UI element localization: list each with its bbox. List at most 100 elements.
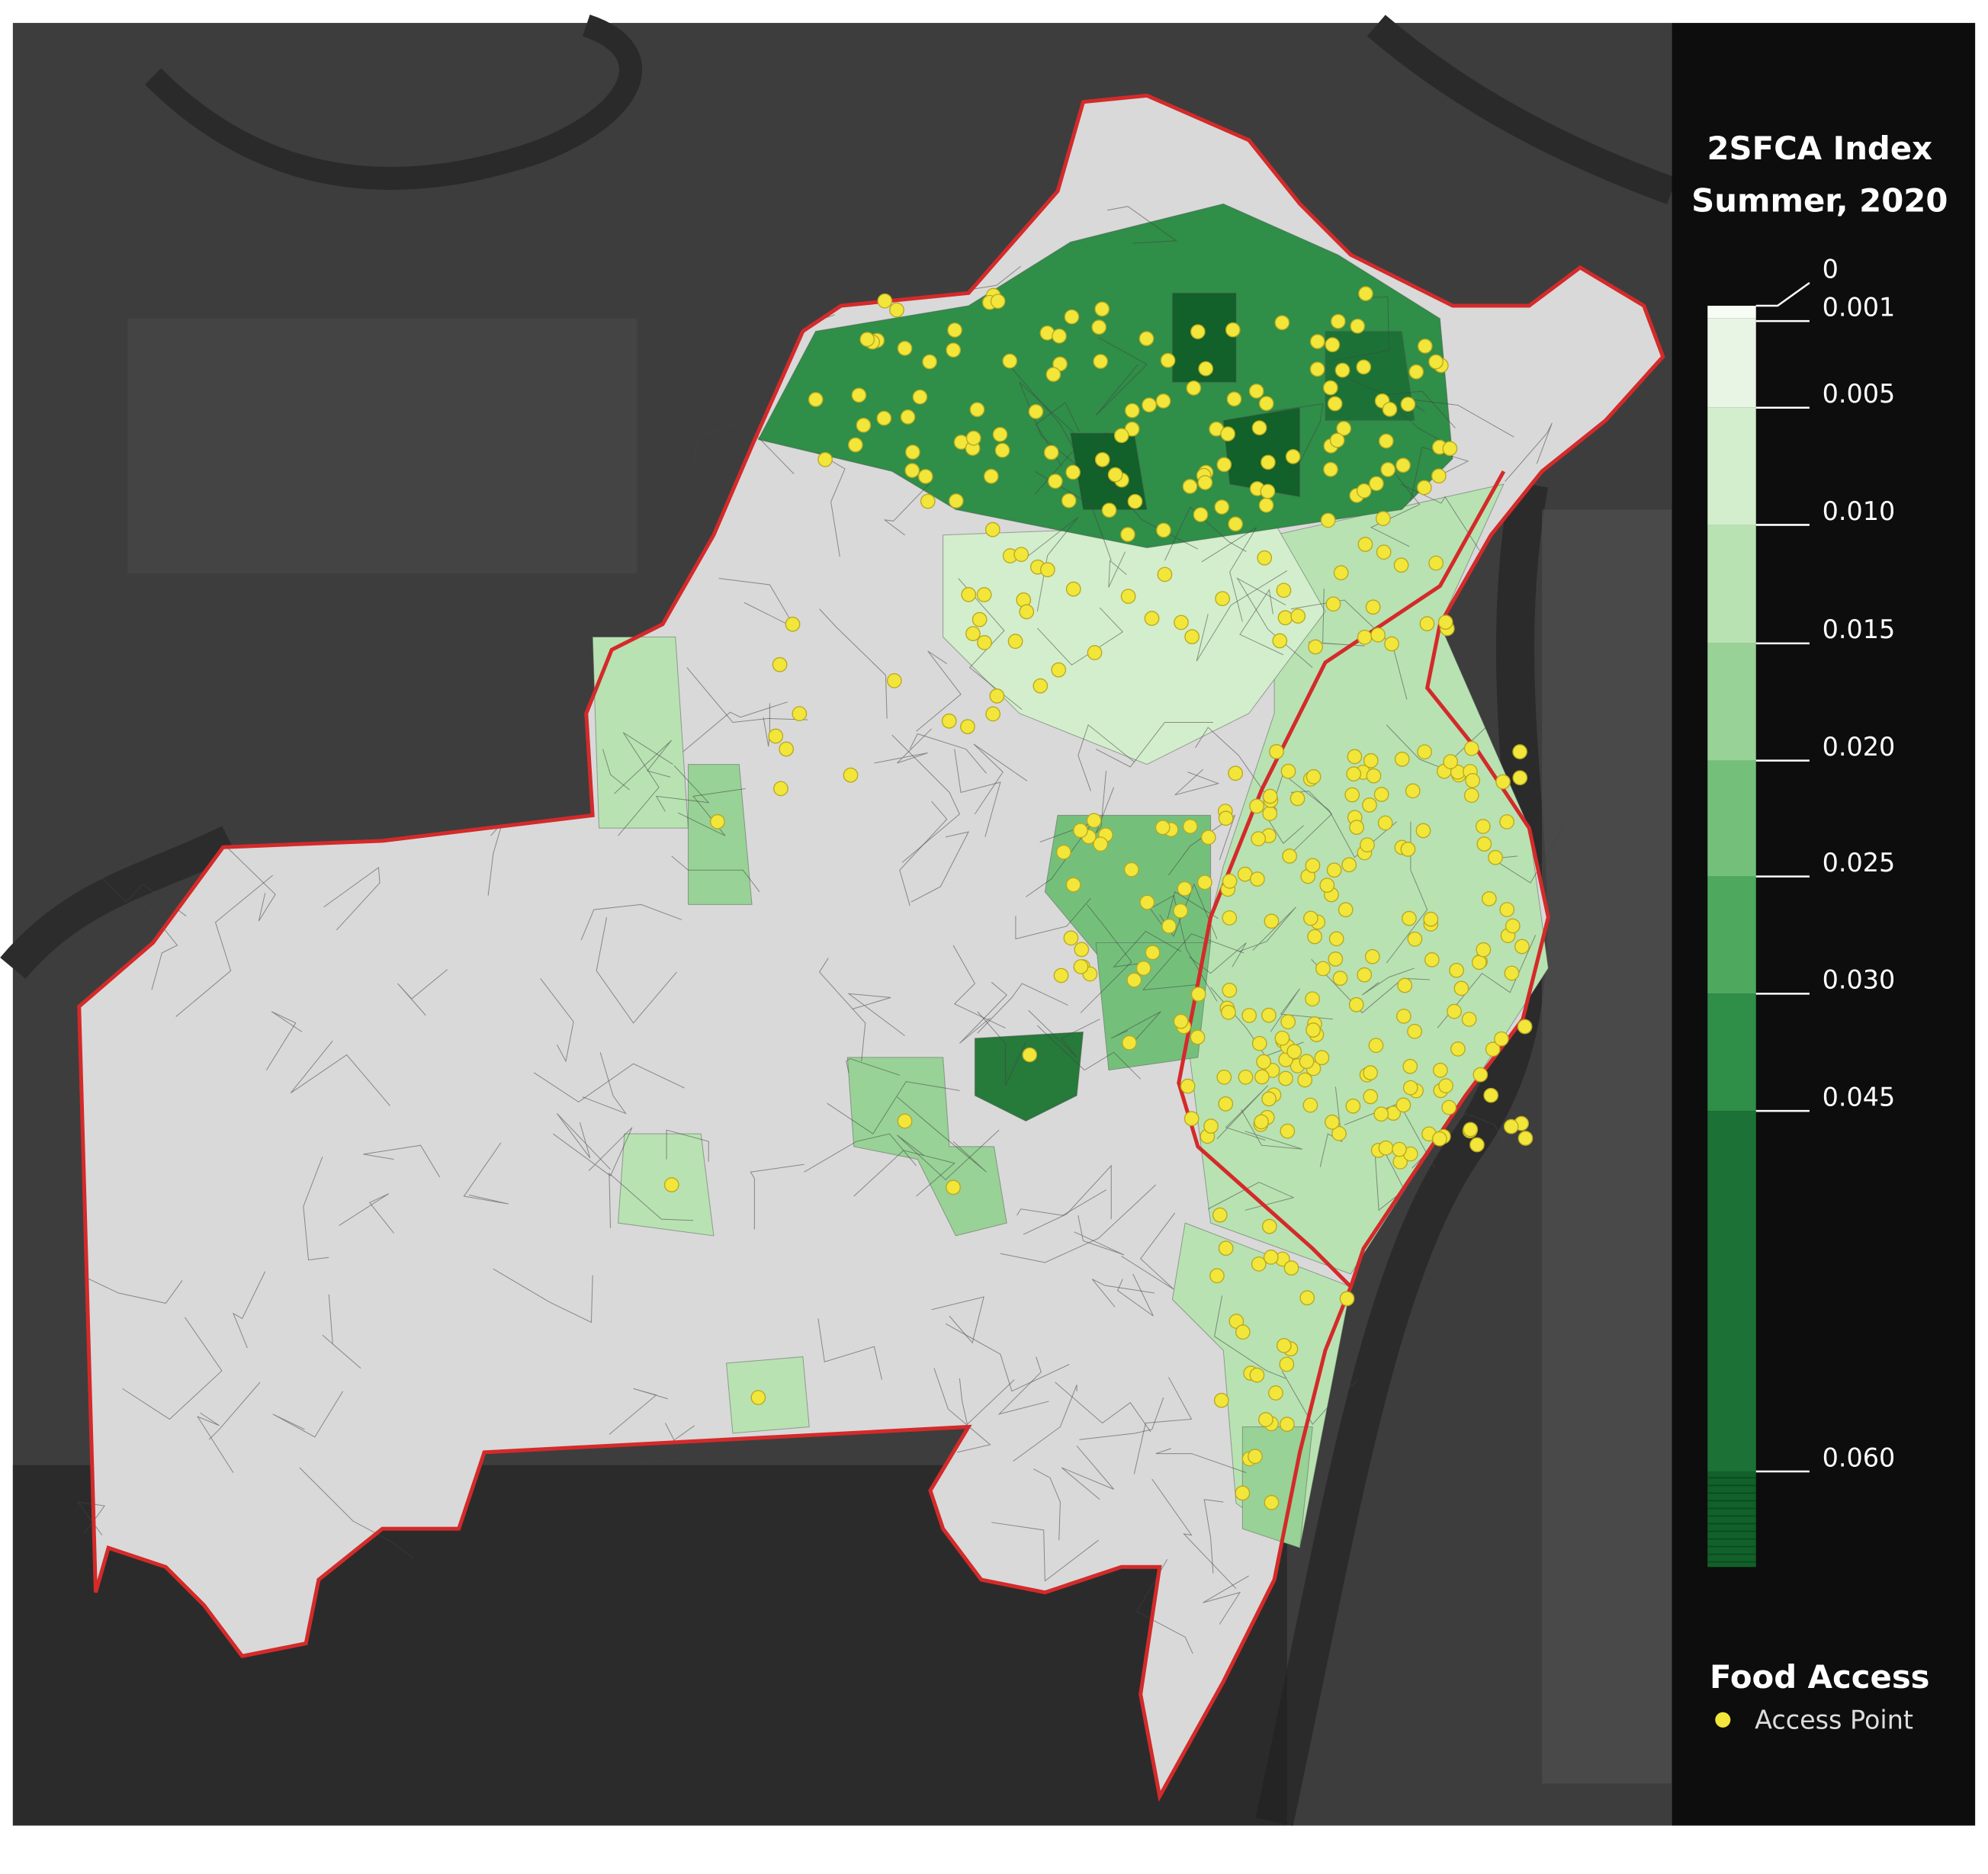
tract-line	[1290, 599, 1408, 700]
access-point	[1264, 913, 1280, 929]
tract-line	[1270, 988, 1334, 1032]
tract-line	[909, 733, 987, 774]
access-point	[946, 342, 962, 358]
access-point	[1225, 322, 1241, 338]
access-point	[1356, 359, 1372, 375]
tract-line	[804, 1133, 917, 1173]
access-points	[663, 286, 1534, 1510]
access-point	[1213, 1392, 1229, 1408]
legend-tick-label: 0.045	[1823, 1082, 1896, 1112]
access-point	[1461, 1012, 1477, 1027]
tract-line	[534, 1063, 685, 1102]
legend-tick-label: 0.005	[1823, 379, 1896, 409]
tract-line	[750, 1163, 805, 1230]
access-point	[1309, 361, 1325, 377]
legend-tick-label: 0.030	[1823, 965, 1896, 995]
access-point	[900, 409, 916, 425]
access-point	[1499, 902, 1515, 917]
access-point	[1512, 770, 1528, 785]
tract-line	[1095, 337, 1148, 416]
legend-bar: 0 0.001 0.005 0.010 0.015 0.020 0.025 0.030 0.04…	[1707, 254, 1896, 1568]
access-point	[1485, 1041, 1501, 1057]
access-point	[1360, 837, 1375, 853]
tract-zone	[687, 764, 753, 905]
legend-tick-label: 0.015	[1823, 615, 1896, 644]
tract-line	[1311, 958, 1430, 1014]
tract-line	[556, 1113, 611, 1170]
access-point	[1417, 744, 1432, 760]
tract-line	[299, 1467, 413, 1558]
access-point	[1329, 432, 1345, 448]
access-point	[1328, 931, 1344, 947]
access-point	[1416, 480, 1432, 496]
tract-line	[847, 993, 905, 1036]
access-point	[1307, 929, 1322, 945]
access-point	[851, 387, 867, 403]
access-point	[1280, 1014, 1296, 1030]
access-point	[1363, 1089, 1379, 1105]
tract-line	[1116, 1273, 1154, 1317]
tract-line	[1142, 933, 1245, 990]
access-point	[992, 426, 1008, 442]
access-point	[1183, 1111, 1200, 1127]
legend-tick-label: 0.060	[1823, 1442, 1896, 1472]
tract-line	[1061, 1446, 1114, 1500]
tract-line	[846, 1058, 901, 1076]
tract-line	[818, 958, 866, 1061]
river	[0, 826, 237, 979]
tract-line	[141, 900, 178, 990]
access-point	[1063, 930, 1079, 946]
legend-swatch	[1707, 407, 1756, 525]
access-point	[1495, 774, 1511, 790]
access-point	[1350, 318, 1366, 334]
points-legend-swatch	[1715, 1712, 1731, 1728]
tract-line	[827, 1081, 960, 1134]
access-point	[1442, 441, 1458, 457]
access-point	[1373, 787, 1389, 802]
access-point	[1280, 1123, 1296, 1139]
urban-area	[1542, 509, 1672, 1784]
access-point	[1222, 910, 1238, 926]
tract-line	[1095, 721, 1213, 768]
access-point	[1197, 874, 1212, 890]
access-point	[1362, 797, 1377, 813]
access-point	[1309, 334, 1325, 349]
access-point	[990, 294, 1006, 310]
tract-line	[1281, 1370, 1359, 1425]
access-point	[1347, 749, 1363, 765]
access-point	[1248, 1449, 1263, 1465]
access-point	[1262, 788, 1278, 804]
access-point	[1370, 627, 1386, 643]
legend-tick-label: 0.020	[1823, 732, 1896, 762]
access-point	[1289, 791, 1306, 807]
tract-line	[1025, 822, 1094, 897]
access-point	[843, 767, 859, 783]
tract-line	[582, 1052, 627, 1115]
tract-line	[1036, 1025, 1142, 1080]
tract-line	[1239, 589, 1284, 656]
access-point	[1344, 787, 1360, 803]
access-point	[1339, 1291, 1355, 1307]
access-point	[1249, 798, 1264, 814]
access-point	[977, 634, 992, 650]
tract-line	[952, 945, 1006, 1028]
tract-line	[1164, 506, 1247, 561]
access-point	[1120, 527, 1135, 542]
tract-line	[1491, 826, 1564, 884]
tract-line	[1026, 517, 1079, 612]
access-point	[1249, 1367, 1265, 1383]
access-point	[1065, 581, 1081, 597]
tract-line	[1033, 1468, 1061, 1541]
tract-line	[1238, 907, 1296, 952]
access-point	[1514, 939, 1530, 955]
access-point	[785, 616, 801, 632]
access-point	[1222, 873, 1238, 889]
tract-line	[614, 740, 673, 794]
access-point	[1261, 1218, 1277, 1234]
access-point	[1184, 629, 1200, 645]
access-point	[1332, 971, 1348, 986]
tract-line	[959, 1378, 1015, 1426]
access-point	[1357, 967, 1373, 983]
access-point	[947, 322, 962, 338]
